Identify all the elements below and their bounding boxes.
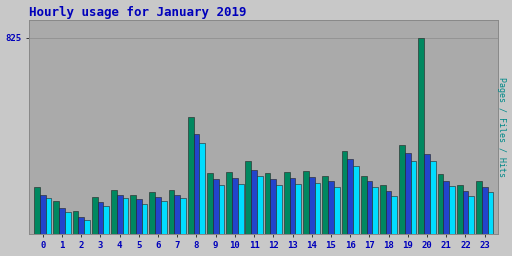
- Bar: [328, 182, 334, 234]
- Bar: [92, 197, 97, 234]
- Bar: [142, 204, 147, 234]
- Bar: [245, 161, 251, 234]
- Bar: [457, 185, 462, 234]
- Bar: [180, 198, 186, 234]
- Bar: [309, 177, 315, 234]
- Bar: [323, 176, 328, 234]
- Bar: [34, 187, 40, 234]
- Bar: [303, 171, 309, 234]
- Bar: [78, 217, 84, 234]
- Bar: [161, 200, 167, 234]
- Bar: [84, 220, 90, 234]
- Bar: [53, 200, 59, 234]
- Bar: [73, 211, 78, 234]
- Bar: [117, 195, 122, 234]
- Bar: [361, 176, 367, 234]
- Bar: [213, 179, 219, 234]
- Bar: [103, 206, 109, 234]
- Bar: [232, 178, 238, 234]
- Bar: [372, 187, 378, 234]
- Bar: [40, 195, 46, 234]
- Bar: [188, 117, 194, 234]
- Bar: [476, 182, 482, 234]
- Bar: [251, 169, 257, 234]
- Bar: [380, 185, 386, 234]
- Bar: [462, 191, 468, 234]
- Bar: [424, 154, 430, 234]
- Bar: [130, 195, 136, 234]
- Bar: [65, 212, 71, 234]
- Bar: [46, 198, 51, 234]
- Bar: [405, 153, 411, 234]
- Bar: [347, 159, 353, 234]
- Bar: [443, 182, 449, 234]
- Bar: [449, 186, 455, 234]
- Bar: [482, 187, 487, 234]
- Bar: [238, 184, 244, 234]
- Y-axis label: Pages / Files / Hits: Pages / Files / Hits: [498, 77, 506, 177]
- Bar: [155, 197, 161, 234]
- Bar: [487, 192, 493, 234]
- Bar: [353, 166, 359, 234]
- Bar: [315, 183, 321, 234]
- Bar: [334, 187, 339, 234]
- Text: Hourly usage for January 2019: Hourly usage for January 2019: [29, 6, 247, 18]
- Bar: [438, 174, 443, 234]
- Bar: [111, 190, 117, 234]
- Bar: [199, 143, 205, 234]
- Bar: [430, 161, 436, 234]
- Bar: [468, 196, 474, 234]
- Bar: [194, 134, 199, 234]
- Bar: [257, 176, 263, 234]
- Bar: [136, 199, 142, 234]
- Bar: [399, 145, 405, 234]
- Bar: [295, 184, 301, 234]
- Bar: [367, 182, 372, 234]
- Bar: [290, 178, 295, 234]
- Bar: [265, 173, 270, 234]
- Bar: [342, 151, 347, 234]
- Bar: [226, 172, 232, 234]
- Bar: [219, 185, 224, 234]
- Bar: [175, 195, 180, 234]
- Bar: [168, 190, 175, 234]
- Bar: [122, 198, 129, 234]
- Bar: [418, 38, 424, 234]
- Bar: [97, 202, 103, 234]
- Bar: [207, 173, 213, 234]
- Bar: [386, 191, 392, 234]
- Bar: [392, 196, 397, 234]
- Bar: [59, 208, 65, 234]
- Bar: [284, 172, 290, 234]
- Bar: [150, 192, 155, 234]
- Bar: [270, 179, 276, 234]
- Bar: [411, 161, 416, 234]
- Bar: [276, 185, 282, 234]
